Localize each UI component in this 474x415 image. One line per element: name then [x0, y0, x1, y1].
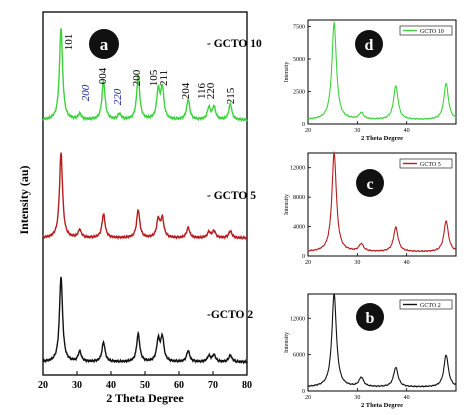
inset-series-line-d: [307, 20, 457, 121]
peak-annotation-3: 004: [97, 67, 109, 84]
inset-panel-c: 20 30 40 0 4000 8000 12000 Intensity GCTO 5 c: [284, 150, 457, 266]
inset-c-y-tick-label-3: 12000: [290, 166, 305, 172]
inset-c-legend-box: [399, 158, 453, 169]
inset-b-x-tick-label-2: 40: [404, 395, 410, 401]
x-tick-label-4: 60: [174, 380, 184, 391]
x-tick-label-2: 40: [106, 380, 116, 391]
panel-badge-d: [355, 30, 383, 58]
inset-d-y-tick-label-0: 0: [302, 122, 305, 128]
peak-annotation-8: 204: [180, 82, 192, 99]
peak-annotation-2: 200: [80, 84, 92, 101]
inset-frame-c: [307, 152, 457, 257]
x-axis-label: 2 Theta Degree: [106, 391, 184, 405]
legend-label-1: - GCTO 10: [207, 38, 262, 50]
panel-badge-a: [89, 29, 119, 59]
y-axis-label: Intensity (au): [17, 165, 31, 234]
inset-b-y-axis-label: Intensity: [284, 332, 290, 353]
inset-c-x-tick-label-1: 30: [354, 260, 360, 266]
inset-series-line-b: [307, 293, 457, 388]
inset-d-legend-box: [399, 25, 453, 36]
inset-frame-d: [307, 19, 457, 125]
inset-c-x-tick-label-2: 40: [404, 260, 410, 266]
inset-d-y-tick-label-2: 5000: [293, 57, 305, 63]
peak-annotation-10: 220: [205, 82, 217, 99]
legend-label-2: - GCTO 5: [207, 190, 256, 202]
inset-b-legend-box: [399, 299, 453, 310]
inset-b-legend-label: GCTO 2: [420, 303, 441, 309]
legend-label-3: -GCTO 2: [207, 309, 253, 321]
inset-panel-d: 20 30 40 0 2500 5000 7500 Intensity 2 Theta Degr…: [284, 19, 457, 142]
x-tick-label-0: 20: [38, 380, 48, 391]
peak-annotation-5: 200: [131, 69, 143, 86]
inset-d-y-tick-label-1: 2500: [293, 90, 305, 96]
inset-c-x-tick-label-0: 20: [305, 260, 311, 266]
panel-badge-c-label: c: [366, 176, 373, 193]
inset-b-y-tick-label-1: 6000: [293, 353, 305, 359]
peak-annotation-6: 105: [148, 69, 160, 86]
inset-b-y-tick-label-0: 0: [302, 389, 305, 395]
x-tick-label-1: 30: [72, 380, 82, 391]
inset-c-y-tick-label-2: 8000: [293, 195, 305, 201]
peak-annotation-4: 220: [112, 88, 124, 105]
inset-d-x-tick-label-1: 30: [354, 128, 360, 134]
inset-d-legend-label: GCTO 10: [420, 29, 444, 35]
x-tick-label-3: 50: [140, 380, 150, 391]
inset-d-y-axis-label: Intensity: [284, 62, 290, 83]
panel-badge-b-label: b: [366, 310, 375, 327]
panel-badge-d-label: d: [365, 37, 374, 54]
inset-panel-b: 20 30 40 0 6000 12000 Intensity 2 Theta Degree G…: [284, 293, 457, 409]
peak-annotation-1: 101: [63, 34, 75, 51]
inset-c-y-tick-label-0: 0: [302, 254, 305, 260]
inset-d-x-tick-label-2: 40: [404, 128, 410, 134]
panel-badge-c: [356, 169, 384, 197]
series-line-1: [42, 28, 248, 123]
inset-d-y-tick-label-3: 7500: [293, 25, 305, 31]
inset-c-legend-label: GCTO 5: [420, 162, 441, 168]
x-tick-label-5: 70: [208, 380, 218, 391]
panel-badge-b: [356, 303, 384, 331]
inset-b-y-tick-label-2: 12000: [290, 316, 305, 322]
peak-annotation-7: 211: [158, 70, 170, 86]
peak-annotation-11: 215: [225, 87, 237, 104]
inset-b-x-tick-label-1: 30: [354, 395, 360, 401]
inset-b-x-axis-label: 2 Theta Degree: [361, 402, 403, 409]
series-line-2: [42, 152, 248, 241]
inset-c-y-tick-label-1: 4000: [293, 225, 305, 231]
inset-d-x-tick-label-0: 20: [305, 128, 311, 134]
peak-annotation-9: 116: [196, 82, 208, 99]
x-tick-label-6: 80: [242, 380, 252, 391]
series-line-3: [42, 276, 248, 365]
inset-c-y-axis-label: Intensity: [284, 194, 290, 215]
panel-badge-a-label: a: [100, 35, 109, 54]
inset-series-line-c: [307, 150, 456, 253]
inset-b-x-tick-label-0: 20: [305, 395, 311, 401]
inset-frame-b: [307, 293, 457, 392]
inset-d-x-axis-label: 2 Theta Degree: [361, 135, 403, 142]
